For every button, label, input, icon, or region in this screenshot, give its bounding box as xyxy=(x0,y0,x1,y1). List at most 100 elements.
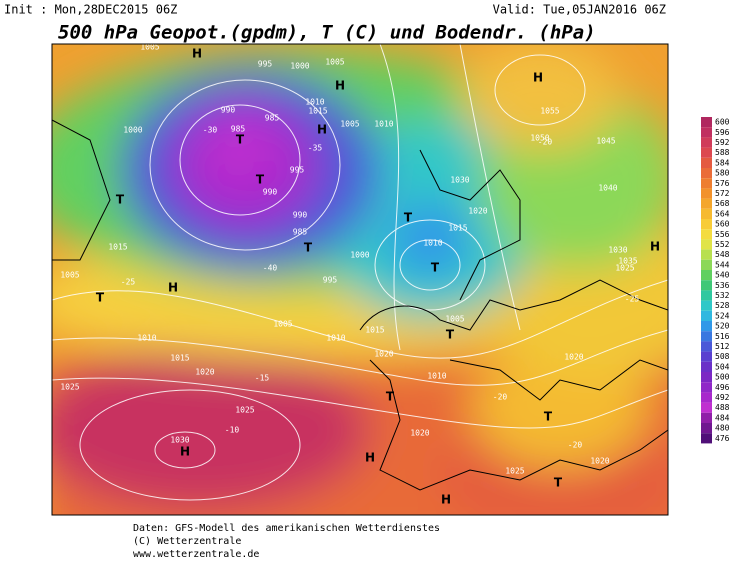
contour-label: 1005 xyxy=(325,58,344,67)
contour-label: 1020 xyxy=(410,429,429,438)
pressure-center: H xyxy=(533,71,543,85)
pressure-center: T xyxy=(446,328,455,342)
colorbar-tick-label: 556 xyxy=(715,230,730,239)
colorbar-swatch xyxy=(701,270,712,281)
contour-label: 1005 xyxy=(445,315,464,324)
contour-label: 990 xyxy=(293,211,308,220)
colorbar-swatch xyxy=(701,341,712,352)
contour-label: 1030 xyxy=(450,176,469,185)
map-field: 1005 H 995 1000 1005 H 1010 1015 990 985 985 T H 1005… xyxy=(52,43,668,515)
colorbar-swatch xyxy=(701,392,712,403)
colorbar-tick-label: 512 xyxy=(715,342,730,351)
colorbar-tick-label: 592 xyxy=(715,138,730,147)
contour-label: 1000 xyxy=(350,251,369,260)
footer-source: Daten: GFS-Modell des amerikanischen Wet… xyxy=(133,523,440,534)
colorbar-swatch xyxy=(701,361,712,372)
colorbar-swatch xyxy=(701,127,712,138)
contour-label: 1005 xyxy=(60,271,79,280)
colorbar-tick-label: 560 xyxy=(715,220,730,229)
contour-label: 1030 xyxy=(608,246,627,255)
contour-label: 995 xyxy=(258,60,273,69)
contour-label: 1025 xyxy=(60,383,79,392)
colorbar-swatch xyxy=(701,208,712,219)
contour-label: 1015 xyxy=(108,243,127,252)
pressure-center: T xyxy=(96,291,105,305)
colorbar-swatch xyxy=(701,423,712,434)
colorbar-tick-label: 596 xyxy=(715,128,730,137)
init-time: Init : Mon,28DEC2015 06Z xyxy=(4,3,177,17)
contour-label: 990 xyxy=(263,188,278,197)
map-title: 500 hPa Geopot.(gpdm), T (C) und Bodendr… xyxy=(58,22,596,44)
contour-label: 1040 xyxy=(598,184,617,193)
colorbar-tick-label: 580 xyxy=(715,169,730,178)
contour-label: 1010 xyxy=(423,239,442,248)
contour-label: 1000 xyxy=(290,62,309,71)
contour-label: 1010 xyxy=(305,98,324,107)
contour-label: 1045 xyxy=(596,137,615,146)
contour-label: 1020 xyxy=(590,457,609,466)
pressure-center: H xyxy=(317,123,327,137)
colorbar-tick-label: 564 xyxy=(715,209,730,218)
contour-label: 1020 xyxy=(564,353,583,362)
contour-label: -20 xyxy=(493,393,508,402)
pressure-center: T xyxy=(256,173,265,187)
pressure-center: T xyxy=(544,410,553,424)
contour-label: 1010 xyxy=(326,334,345,343)
map-frame xyxy=(51,43,669,516)
contour-label: 1015 xyxy=(170,354,189,363)
colorbar-swatch xyxy=(701,178,712,189)
contour-label: 985 xyxy=(265,114,280,123)
contour-label: 1010 xyxy=(374,120,393,129)
footer-url: www.wetterzentrale.de xyxy=(133,549,259,560)
colorbar-swatch xyxy=(701,219,712,230)
colorbar-tick-label: 516 xyxy=(715,332,730,341)
pressure-center: T xyxy=(431,261,440,275)
colorbar-tick-label: 548 xyxy=(715,250,730,259)
colorbar-tick-label: 488 xyxy=(715,403,730,412)
colorbar-swatch xyxy=(701,300,712,311)
contour-label: 1005 xyxy=(273,320,292,329)
contour-label: 1010 xyxy=(137,334,156,343)
contour-label: 1050 xyxy=(530,134,549,143)
colorbar-swatch xyxy=(701,382,712,393)
pressure-center: H xyxy=(365,451,375,465)
contour-label: 985 xyxy=(293,228,308,237)
colorbar-swatch xyxy=(701,168,712,179)
colorbar-tick-label: 528 xyxy=(715,301,730,310)
colorbar-swatch xyxy=(701,412,712,423)
colorbar-swatch xyxy=(701,117,712,128)
colorbar-tick-label: 600 xyxy=(715,118,730,127)
contour-label: 1025 xyxy=(505,467,524,476)
contour-label: -10 xyxy=(225,426,240,435)
colorbar-swatch xyxy=(701,259,712,270)
pressure-center: H xyxy=(335,79,345,93)
colorbar-swatch xyxy=(701,331,712,342)
contour-label: -40 xyxy=(263,264,278,273)
valid-time: Valid: Tue,05JAN2016 06Z xyxy=(493,3,666,17)
contour-label: 1025 xyxy=(235,406,254,415)
colorbar-tick-label: 568 xyxy=(715,199,730,208)
contour-label: 1010 xyxy=(427,372,446,381)
colorbar-tick-label: 544 xyxy=(715,260,730,269)
colorbar-swatch xyxy=(701,249,712,260)
pressure-center: H xyxy=(180,445,190,459)
contour-label: 985 xyxy=(231,125,246,134)
colorbar-tick-label: 540 xyxy=(715,271,730,280)
colorbar-tick-label: 500 xyxy=(715,373,730,382)
colorbar-swatch xyxy=(701,137,712,148)
contour-label: 1005 xyxy=(140,43,159,52)
contour-label: 1030 xyxy=(170,436,189,445)
pressure-center: T xyxy=(116,193,125,207)
colorbar: 6005965925885845805765725685645605565525… xyxy=(701,117,730,444)
contour-label: 1000 xyxy=(123,126,142,135)
contour-label: 1055 xyxy=(540,107,559,116)
colorbar-tick-label: 572 xyxy=(715,189,730,198)
colorbar-tick-label: 476 xyxy=(715,434,730,443)
colorbar-swatch xyxy=(701,310,712,321)
pressure-center: H xyxy=(192,47,202,61)
colorbar-swatch xyxy=(701,402,712,413)
pressure-center: T xyxy=(554,476,563,490)
colorbar-swatch xyxy=(701,290,712,301)
colorbar-swatch xyxy=(701,280,712,291)
